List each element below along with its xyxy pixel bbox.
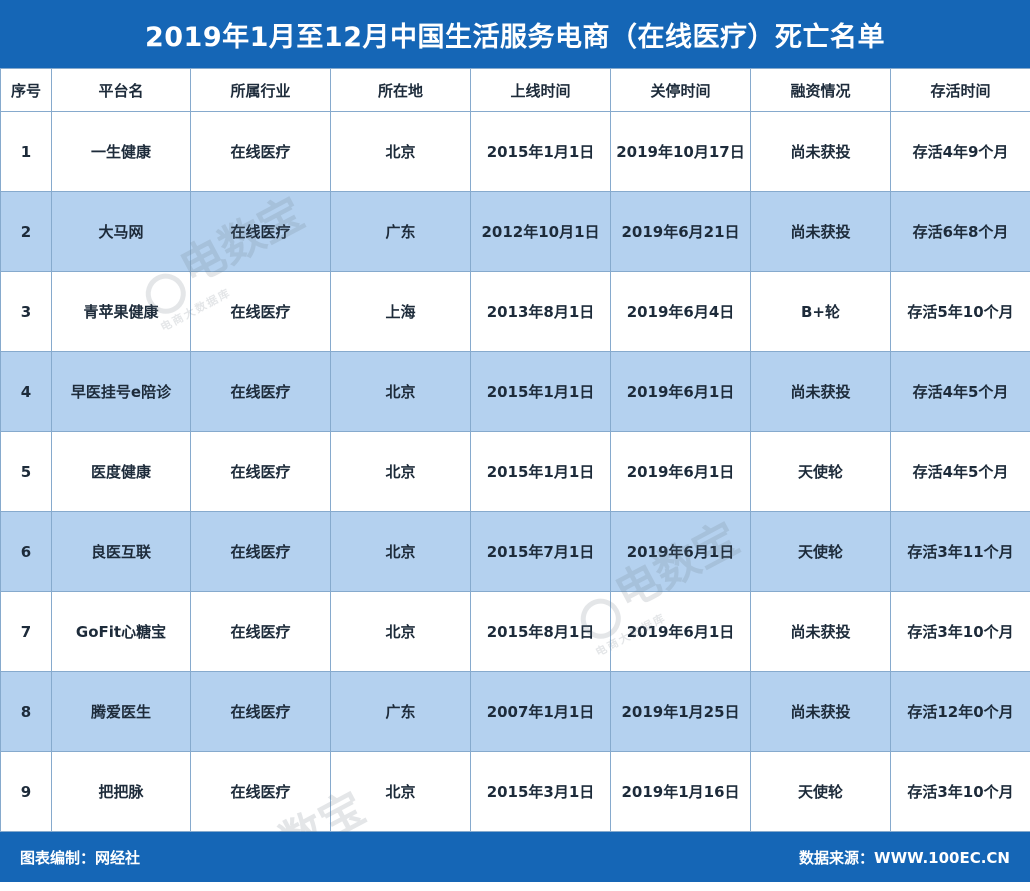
cell-industry: 在线医疗 <box>191 272 331 352</box>
table-row: 1 一生健康 在线医疗 北京 2015年1月1日 2019年10月17日 尚未获… <box>1 112 1030 192</box>
footer: 图表编制：网经社 数据来源：WWW.100EC.CN <box>0 832 1030 882</box>
cell-funding: 尚未获投 <box>751 672 891 752</box>
cell-close-date: 2019年6月21日 <box>611 192 751 272</box>
cell-funding: 天使轮 <box>751 752 891 832</box>
table-row: 3 青苹果健康 在线医疗 上海 2013年8月1日 2019年6月4日 B+轮 … <box>1 272 1030 352</box>
cell-survival: 存活4年9个月 <box>891 112 1030 192</box>
table-row: 8 腾爱医生 在线医疗 广东 2007年1月1日 2019年1月25日 尚未获投… <box>1 672 1030 752</box>
cell-index: 1 <box>1 112 52 192</box>
cell-platform: 青苹果健康 <box>52 272 191 352</box>
table-row: 5 医度健康 在线医疗 北京 2015年1月1日 2019年6月1日 天使轮 存… <box>1 432 1030 512</box>
table-container: 序号 平台名 所属行业 所在地 上线时间 关停时间 融资情况 存活时间 1 一生… <box>0 68 1030 832</box>
cell-industry: 在线医疗 <box>191 192 331 272</box>
cell-funding: 尚未获投 <box>751 352 891 432</box>
cell-location: 北京 <box>331 432 471 512</box>
cell-industry: 在线医疗 <box>191 112 331 192</box>
cell-funding: 天使轮 <box>751 512 891 592</box>
cell-survival: 存活4年5个月 <box>891 432 1030 512</box>
cell-index: 8 <box>1 672 52 752</box>
table-header-row: 序号 平台名 所属行业 所在地 上线时间 关停时间 融资情况 存活时间 <box>1 69 1030 112</box>
cell-index: 4 <box>1 352 52 432</box>
table-row: 2 大马网 在线医疗 广东 2012年10月1日 2019年6月21日 尚未获投… <box>1 192 1030 272</box>
cell-close-date: 2019年6月4日 <box>611 272 751 352</box>
cell-index: 9 <box>1 752 52 832</box>
cell-funding: 尚未获投 <box>751 592 891 672</box>
cell-location: 北京 <box>331 112 471 192</box>
cell-platform: 医度健康 <box>52 432 191 512</box>
cell-launch-date: 2015年1月1日 <box>471 432 611 512</box>
cell-close-date: 2019年6月1日 <box>611 432 751 512</box>
cell-launch-date: 2015年7月1日 <box>471 512 611 592</box>
header-index: 序号 <box>1 69 52 112</box>
header-launch-date: 上线时间 <box>471 69 611 112</box>
cell-index: 2 <box>1 192 52 272</box>
cell-industry: 在线医疗 <box>191 432 331 512</box>
page-title: 2019年1月至12月中国生活服务电商（在线医疗）死亡名单 <box>0 0 1030 68</box>
cell-funding: 尚未获投 <box>751 112 891 192</box>
cell-close-date: 2019年1月16日 <box>611 752 751 832</box>
cell-close-date: 2019年10月17日 <box>611 112 751 192</box>
cell-industry: 在线医疗 <box>191 672 331 752</box>
cell-industry: 在线医疗 <box>191 512 331 592</box>
cell-launch-date: 2015年1月1日 <box>471 112 611 192</box>
cell-index: 6 <box>1 512 52 592</box>
cell-survival: 存活3年10个月 <box>891 752 1030 832</box>
table-body: 1 一生健康 在线医疗 北京 2015年1月1日 2019年10月17日 尚未获… <box>1 112 1030 832</box>
cell-location: 广东 <box>331 672 471 752</box>
cell-platform: 良医互联 <box>52 512 191 592</box>
cell-location: 广东 <box>331 192 471 272</box>
cell-close-date: 2019年1月25日 <box>611 672 751 752</box>
header-funding: 融资情况 <box>751 69 891 112</box>
cell-location: 上海 <box>331 272 471 352</box>
cell-survival: 存活5年10个月 <box>891 272 1030 352</box>
cell-launch-date: 2013年8月1日 <box>471 272 611 352</box>
cell-location: 北京 <box>331 592 471 672</box>
cell-industry: 在线医疗 <box>191 752 331 832</box>
cell-platform: 大马网 <box>52 192 191 272</box>
cell-location: 北京 <box>331 352 471 432</box>
table-row: 9 把把脉 在线医疗 北京 2015年3月1日 2019年1月16日 天使轮 存… <box>1 752 1030 832</box>
cell-platform: GoFit心糖宝 <box>52 592 191 672</box>
cell-funding: 尚未获投 <box>751 192 891 272</box>
cell-platform: 腾爱医生 <box>52 672 191 752</box>
cell-industry: 在线医疗 <box>191 592 331 672</box>
header-platform: 平台名 <box>52 69 191 112</box>
cell-index: 3 <box>1 272 52 352</box>
cell-survival: 存活3年10个月 <box>891 592 1030 672</box>
header-close-date: 关停时间 <box>611 69 751 112</box>
table-row: 7 GoFit心糖宝 在线医疗 北京 2015年8月1日 2019年6月1日 尚… <box>1 592 1030 672</box>
cell-launch-date: 2012年10月1日 <box>471 192 611 272</box>
cell-platform: 一生健康 <box>52 112 191 192</box>
cell-close-date: 2019年6月1日 <box>611 512 751 592</box>
footer-source: 数据来源：WWW.100EC.CN <box>799 847 1010 868</box>
footer-credit: 图表编制：网经社 <box>20 847 140 868</box>
cell-funding: 天使轮 <box>751 432 891 512</box>
cell-launch-date: 2015年8月1日 <box>471 592 611 672</box>
cell-launch-date: 2007年1月1日 <box>471 672 611 752</box>
table-row: 6 良医互联 在线医疗 北京 2015年7月1日 2019年6月1日 天使轮 存… <box>1 512 1030 592</box>
cell-funding: B+轮 <box>751 272 891 352</box>
cell-platform: 早医挂号e陪诊 <box>52 352 191 432</box>
table-row: 4 早医挂号e陪诊 在线医疗 北京 2015年1月1日 2019年6月1日 尚未… <box>1 352 1030 432</box>
cell-close-date: 2019年6月1日 <box>611 592 751 672</box>
closure-table: 序号 平台名 所属行业 所在地 上线时间 关停时间 融资情况 存活时间 1 一生… <box>0 68 1030 832</box>
cell-survival: 存活3年11个月 <box>891 512 1030 592</box>
cell-survival: 存活4年5个月 <box>891 352 1030 432</box>
header-survival: 存活时间 <box>891 69 1030 112</box>
cell-platform: 把把脉 <box>52 752 191 832</box>
cell-survival: 存活6年8个月 <box>891 192 1030 272</box>
cell-close-date: 2019年6月1日 <box>611 352 751 432</box>
header-industry: 所属行业 <box>191 69 331 112</box>
cell-launch-date: 2015年1月1日 <box>471 352 611 432</box>
cell-industry: 在线医疗 <box>191 352 331 432</box>
cell-survival: 存活12年0个月 <box>891 672 1030 752</box>
cell-index: 5 <box>1 432 52 512</box>
cell-location: 北京 <box>331 752 471 832</box>
cell-location: 北京 <box>331 512 471 592</box>
header-location: 所在地 <box>331 69 471 112</box>
cell-launch-date: 2015年3月1日 <box>471 752 611 832</box>
cell-index: 7 <box>1 592 52 672</box>
